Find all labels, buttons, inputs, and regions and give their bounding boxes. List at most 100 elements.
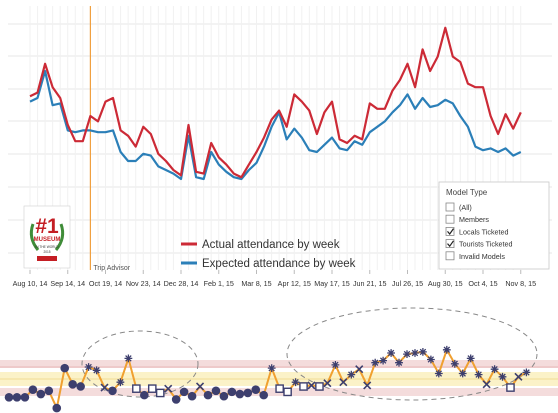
filter-checkbox[interactable] — [445, 202, 455, 212]
point-square-marker — [275, 384, 284, 393]
highlight-region-2 — [286, 307, 538, 401]
point-star-marker — [490, 365, 499, 374]
x-tick-label: Aug 30, 15 — [428, 279, 463, 288]
point-star-marker — [347, 370, 356, 379]
point-star-marker — [403, 350, 411, 358]
chart-legend: Actual attendance by week Expected atten… — [181, 239, 356, 270]
filter-checkbox[interactable] — [445, 226, 455, 236]
point-dot-marker — [219, 391, 229, 401]
point-star-marker — [427, 355, 435, 364]
point-x-marker — [339, 378, 348, 387]
point-star-marker — [474, 370, 483, 379]
filter-item-label: Invalid Models — [459, 252, 505, 261]
point-dot-marker — [203, 390, 213, 400]
point-x-marker — [100, 383, 109, 392]
x-tick-label: Aug 10, 14 — [13, 279, 48, 288]
point-square-marker — [299, 382, 308, 391]
legend-label-expected: Expected attendance by week — [202, 258, 356, 270]
x-tick-label: Feb 1, 15 — [204, 279, 234, 288]
point-x-marker — [323, 379, 332, 388]
point-star-marker — [450, 359, 459, 368]
trip-advisor-label: Trip Advisor — [93, 265, 130, 272]
filter-item-label: Locals Ticketed — [459, 227, 509, 236]
control-chart — [0, 307, 558, 413]
museum-logo-numeral: #1 — [35, 215, 59, 238]
filter-checkbox[interactable] — [445, 251, 455, 261]
point-square-marker — [132, 384, 141, 393]
series-line-expected — [29, 69, 522, 181]
point-star-marker — [411, 349, 419, 357]
museum-logo-text-3: 2015 — [43, 250, 50, 254]
point-star-marker — [419, 348, 427, 356]
filter-item[interactable]: Locals Ticketed — [445, 226, 509, 236]
point-star-marker — [116, 378, 125, 387]
model-type-filter: Model Type (All) Members Locals Ticketed To… — [438, 181, 550, 270]
point-star-marker — [379, 356, 387, 365]
point-star-marker — [92, 366, 101, 375]
point-dot-marker — [227, 387, 237, 397]
point-dot-marker — [44, 386, 54, 396]
point-dot-marker — [235, 389, 245, 399]
point-star-marker — [124, 354, 133, 363]
point-dot-marker — [28, 385, 38, 395]
x-tick-label: Jun 21, 15 — [353, 279, 387, 288]
filter-checkbox[interactable] — [445, 239, 455, 249]
point-dot-marker — [4, 392, 14, 402]
point-dot-marker — [171, 395, 181, 404]
x-tick-label: Oct 4, 15 — [468, 279, 497, 288]
checkmark-icon — [447, 228, 454, 235]
filter-item-label: (All) — [459, 203, 472, 212]
x-axis: Aug 10, 14 Sep 14, 14 Oct 19, 14 Nov 23, 14… — [13, 270, 536, 288]
filter-checkbox[interactable] — [445, 214, 455, 224]
point-x-marker — [164, 384, 173, 393]
filter-title: Model Type — [446, 188, 488, 197]
filter-panel — [438, 181, 550, 270]
filter-item[interactable]: Members — [445, 214, 489, 224]
filter-item[interactable]: (All) — [445, 202, 472, 212]
x-tick-label: Apr 12, 15 — [278, 279, 311, 288]
x-tick-label: Nov 8, 15 — [505, 279, 536, 288]
point-star-marker — [434, 369, 443, 378]
point-star-marker — [387, 349, 395, 357]
filter-item-label: Members — [459, 215, 489, 224]
museum-logo-text-2: IN THE WORLD — [35, 245, 59, 249]
x-tick-label: May 17, 15 — [314, 279, 350, 288]
point-dot-marker — [211, 386, 221, 396]
filter-item[interactable]: Invalid Models — [445, 251, 505, 261]
point-square-marker — [506, 383, 515, 392]
point-dot-marker — [179, 387, 189, 397]
point-dot-marker — [52, 403, 62, 413]
museum-logo-text-1: MUSEUM — [34, 237, 61, 243]
filter-item[interactable]: Tourists Ticketed — [445, 239, 513, 249]
point-star-marker — [498, 372, 507, 381]
point-star-marker — [291, 378, 300, 387]
control-chart-series — [4, 345, 531, 413]
point-x-marker — [514, 372, 523, 381]
point-dot-marker — [108, 386, 117, 396]
x-tick-label: Dec 28, 14 — [164, 279, 199, 288]
point-star-marker — [458, 369, 467, 378]
point-star-marker — [84, 363, 93, 371]
x-tick-label: Nov 23, 14 — [126, 279, 161, 288]
checkmark-icon — [447, 240, 454, 248]
highlight-region-1 — [81, 330, 199, 398]
point-square-marker — [147, 384, 157, 393]
point-dot-marker — [20, 392, 30, 402]
museum-logo-ribbon — [37, 256, 57, 261]
point-x-marker — [355, 365, 364, 374]
point-dot-marker — [243, 388, 253, 398]
point-dot-marker — [60, 363, 70, 373]
point-dot-marker — [259, 390, 269, 400]
filter-items: (All) Members Locals Ticketed Tourists Tick… — [445, 202, 513, 261]
point-star-marker — [522, 368, 531, 377]
point-dot-marker — [12, 392, 22, 402]
x-tick-label: Mar 8, 15 — [241, 279, 271, 288]
point-star-marker — [371, 358, 380, 367]
point-square-marker — [315, 382, 324, 391]
point-dot-marker — [187, 391, 197, 401]
point-dot-marker — [36, 389, 46, 399]
point-dot-marker — [76, 382, 85, 391]
point-x-marker — [363, 381, 372, 390]
point-star-marker — [466, 354, 475, 363]
